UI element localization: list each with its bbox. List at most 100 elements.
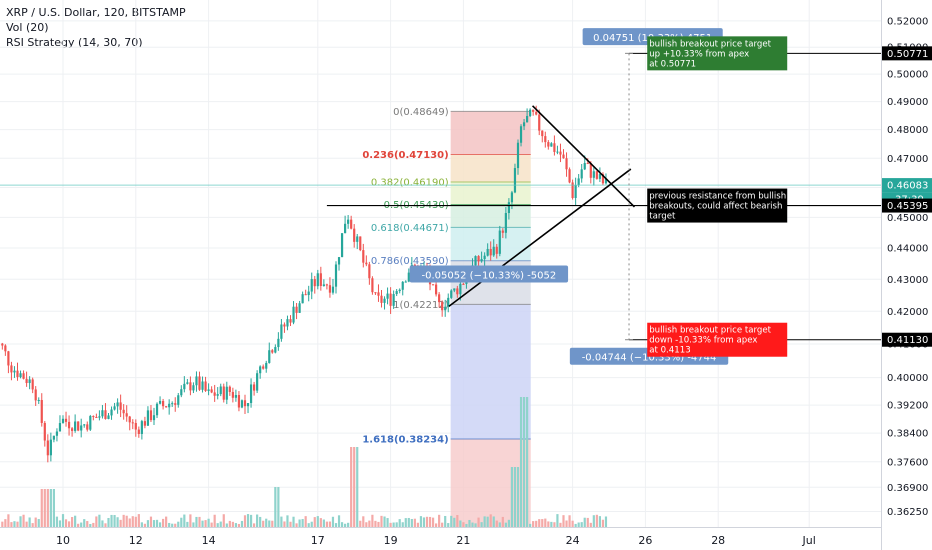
candle-body xyxy=(92,416,95,418)
volume-bar xyxy=(547,521,550,527)
volume-bar xyxy=(143,523,146,527)
volume-bar xyxy=(86,521,89,527)
candle-body xyxy=(119,402,122,410)
price-tick-label: 0.36250 xyxy=(887,507,928,518)
candle-body xyxy=(510,192,514,203)
fib-level-label: 0.618(0.44671) xyxy=(371,223,449,234)
volume-bar xyxy=(395,522,398,527)
volume-bar xyxy=(392,522,395,527)
candle-body xyxy=(125,413,128,417)
volume-bar xyxy=(259,516,262,527)
candle-body xyxy=(256,373,259,391)
price-tick-label: 0.37600 xyxy=(887,457,928,468)
candle-body xyxy=(216,394,219,396)
volume-bar xyxy=(289,521,292,527)
price-tick-label: 0.47000 xyxy=(887,154,928,165)
strategy-indicator-label[interactable]: RSI Strategy (14, 30, 70) xyxy=(6,36,143,49)
price-tick-label: 0.52000 xyxy=(887,16,928,27)
time-tick-label: 19 xyxy=(384,534,398,547)
note-text: at 0.50771 xyxy=(649,59,696,69)
volume-bar xyxy=(431,517,435,527)
candle-body xyxy=(404,281,407,283)
candle-body xyxy=(532,109,535,112)
volume-bar xyxy=(559,522,562,527)
candle-body xyxy=(131,422,134,424)
candle-body xyxy=(328,285,332,293)
candle-body xyxy=(67,421,71,429)
volume-bar xyxy=(535,520,538,527)
candle-body xyxy=(507,202,510,214)
note-text: target xyxy=(649,212,676,222)
candle-body xyxy=(253,384,256,391)
candle-body xyxy=(577,178,580,186)
price-axis-bg xyxy=(881,0,932,550)
volume-bar xyxy=(350,447,353,527)
price-tick-label: 0.43000 xyxy=(887,275,928,286)
candle-body xyxy=(289,319,292,323)
volume-bar xyxy=(586,517,589,527)
volume-bar xyxy=(310,521,313,527)
candle-body xyxy=(435,284,438,295)
volume-bar xyxy=(601,519,605,527)
candle-body xyxy=(538,114,541,131)
volume-bar xyxy=(222,514,225,527)
candle-body xyxy=(350,219,353,229)
volume-bar xyxy=(16,521,19,527)
volume-bar xyxy=(92,522,95,527)
candle-body xyxy=(237,395,241,408)
volume-bar xyxy=(195,516,198,527)
candle-body xyxy=(377,292,380,296)
candle-body xyxy=(407,272,410,282)
candle-body xyxy=(431,284,435,286)
volume-bar xyxy=(189,514,192,527)
candle-body xyxy=(595,171,598,179)
candle-body xyxy=(146,410,150,426)
candle-body xyxy=(110,409,113,416)
chart-legend: XRP / U.S. Dollar, 120, BITSTAMP Vol (20… xyxy=(6,5,186,50)
volume-bar xyxy=(480,522,483,527)
volume-bar xyxy=(122,514,125,527)
candle-body xyxy=(286,319,289,327)
time-tick-label: 17 xyxy=(311,534,325,547)
candle-body xyxy=(28,379,31,384)
volume-bar xyxy=(353,447,356,527)
candle-body xyxy=(362,250,365,263)
volume-bar xyxy=(526,397,529,527)
fib-level-label: 0.786(0.43590) xyxy=(371,256,449,267)
candle-body xyxy=(128,416,131,423)
volume-bar xyxy=(192,522,195,527)
fibonacci-retracement: 0(0.48649) 0.236(0.47130) 0.382(0.46190) 0.… xyxy=(362,107,531,527)
volume-bar xyxy=(216,523,219,527)
symbol-title[interactable]: XRP / U.S. Dollar, 120, BITSTAMP xyxy=(6,6,186,19)
volume-bar xyxy=(598,516,601,527)
volume-bar xyxy=(401,522,404,527)
volume-bar xyxy=(210,522,213,527)
candle-body xyxy=(158,400,162,404)
time-axis: 10 12 14 17 19 21 24 26 28 Jul xyxy=(0,527,881,550)
candle-body xyxy=(189,382,192,391)
candle-body xyxy=(547,142,550,147)
candle-body xyxy=(64,418,68,422)
volume-bar xyxy=(425,516,429,527)
volume-bar xyxy=(25,521,28,527)
candle-body xyxy=(204,381,207,391)
candle-body xyxy=(243,400,247,407)
note-box xyxy=(647,322,788,357)
candlesticks xyxy=(1,105,608,463)
candle-body xyxy=(383,298,386,303)
candle-body xyxy=(513,168,517,193)
volume-bar xyxy=(419,516,423,527)
volume-indicator-label[interactable]: Vol (20) xyxy=(6,21,49,34)
candle-body xyxy=(522,122,526,127)
volume-bar xyxy=(365,522,368,527)
candle-body xyxy=(441,302,444,311)
price-tick-label: 0.39200 xyxy=(887,401,928,412)
candle-body xyxy=(340,233,344,258)
candle-body xyxy=(580,169,583,179)
volume-bar xyxy=(237,523,241,527)
volume-bar xyxy=(486,516,489,527)
volume-bar xyxy=(519,397,523,527)
